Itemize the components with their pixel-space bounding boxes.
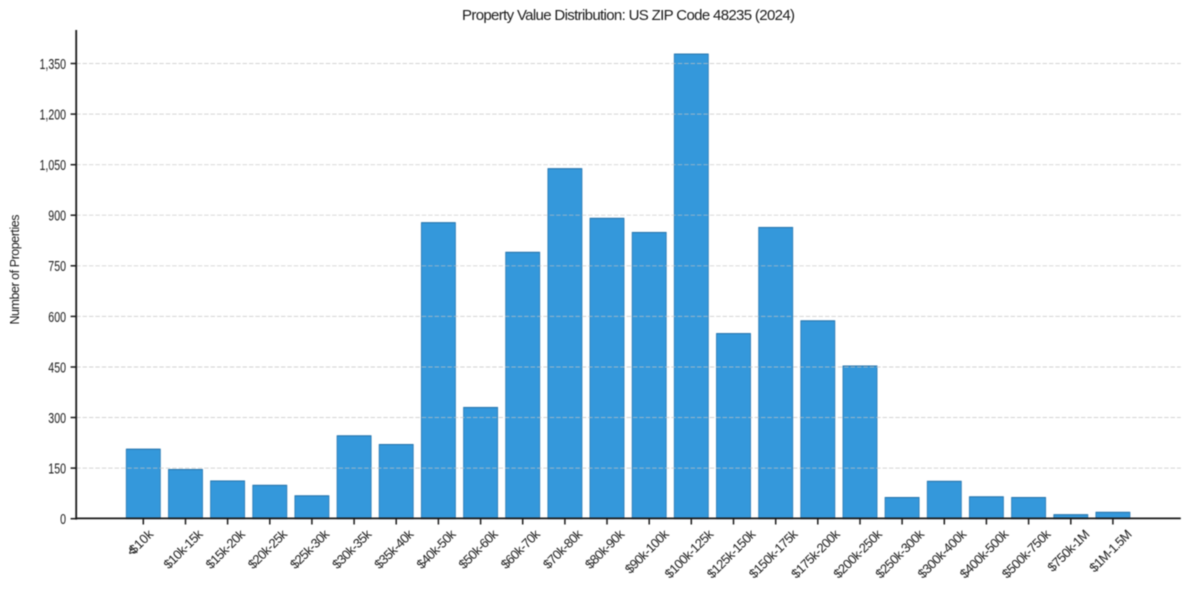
svg-text:0: 0 xyxy=(60,512,66,528)
svg-text:Number of Properties: Number of Properties xyxy=(8,215,22,325)
svg-text:450: 450 xyxy=(48,360,66,376)
svg-text:150: 150 xyxy=(48,462,66,478)
svg-text:1,050: 1,050 xyxy=(40,158,67,174)
svg-text:750: 750 xyxy=(48,259,66,275)
svg-text:300: 300 xyxy=(48,411,66,427)
svg-text:Property Value Distribution: U: Property Value Distribution: US ZIP Code… xyxy=(462,7,795,24)
svg-text:1,350: 1,350 xyxy=(40,57,67,73)
svg-text:900: 900 xyxy=(48,209,66,225)
svg-text:600: 600 xyxy=(48,310,66,326)
svg-text:1,200: 1,200 xyxy=(40,108,67,124)
